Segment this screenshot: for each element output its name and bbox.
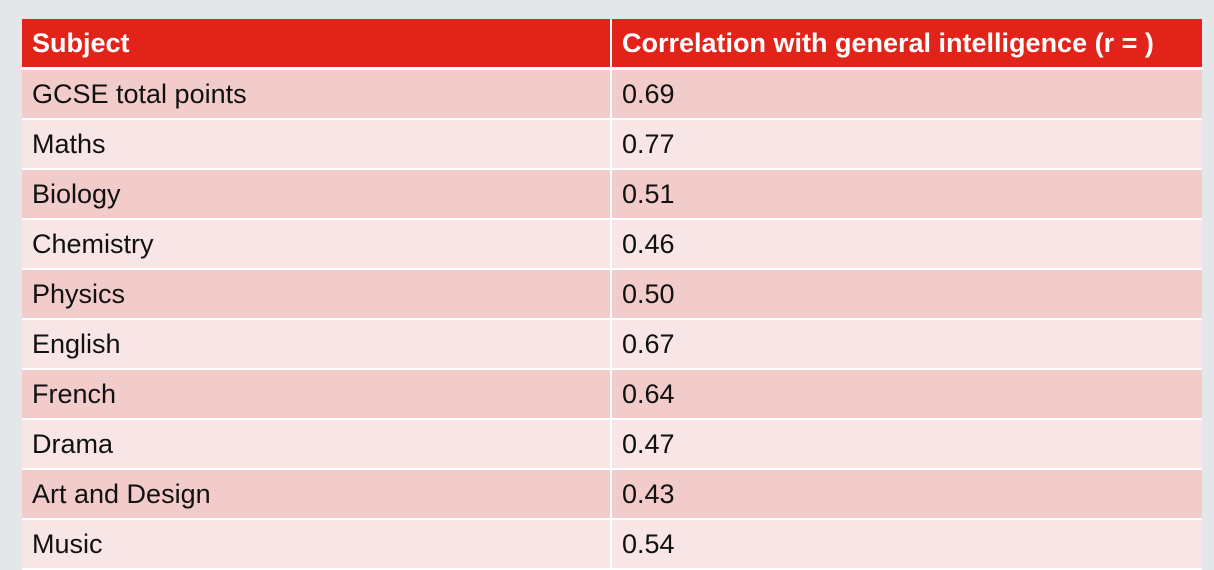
subject-cell: Art and Design bbox=[22, 469, 612, 520]
subject-cell: English bbox=[22, 319, 612, 370]
subject-cell: Music bbox=[22, 519, 612, 570]
subject-cell: Drama bbox=[22, 419, 612, 470]
header-subject: Subject bbox=[22, 19, 612, 70]
correlation-cell: 0.77 bbox=[611, 119, 1202, 170]
subject-cell: GCSE total points bbox=[22, 68, 612, 120]
table-row: French 0.64 bbox=[22, 369, 1202, 420]
correlation-cell: 0.64 bbox=[611, 369, 1202, 420]
correlation-table: Subject Correlation with general intelli… bbox=[22, 19, 1202, 570]
table-row: Chemistry 0.46 bbox=[22, 219, 1202, 270]
table-row: Biology 0.51 bbox=[22, 169, 1202, 220]
subject-cell: French bbox=[22, 369, 612, 420]
subject-cell: Maths bbox=[22, 119, 612, 170]
table-row: English 0.67 bbox=[22, 319, 1202, 370]
table-row: Music 0.54 bbox=[22, 519, 1202, 570]
correlation-cell: 0.43 bbox=[611, 469, 1202, 520]
correlation-cell: 0.67 bbox=[611, 319, 1202, 370]
correlation-table-container: Subject Correlation with general intelli… bbox=[22, 19, 1202, 570]
table-row: Drama 0.47 bbox=[22, 419, 1202, 470]
table-row: Art and Design 0.43 bbox=[22, 469, 1202, 520]
table-row: GCSE total points 0.69 bbox=[22, 68, 1202, 120]
table-header-row: Subject Correlation with general intelli… bbox=[22, 19, 1202, 70]
subject-cell: Physics bbox=[22, 269, 612, 320]
correlation-cell: 0.51 bbox=[611, 169, 1202, 220]
correlation-cell: 0.69 bbox=[611, 68, 1202, 120]
subject-cell: Chemistry bbox=[22, 219, 612, 270]
correlation-cell: 0.54 bbox=[611, 519, 1202, 570]
correlation-cell: 0.47 bbox=[611, 419, 1202, 470]
subject-cell: Biology bbox=[22, 169, 612, 220]
correlation-cell: 0.50 bbox=[611, 269, 1202, 320]
table-row: Maths 0.77 bbox=[22, 119, 1202, 170]
table-row: Physics 0.50 bbox=[22, 269, 1202, 320]
header-correlation: Correlation with general intelligence (r… bbox=[611, 19, 1202, 70]
correlation-cell: 0.46 bbox=[611, 219, 1202, 270]
